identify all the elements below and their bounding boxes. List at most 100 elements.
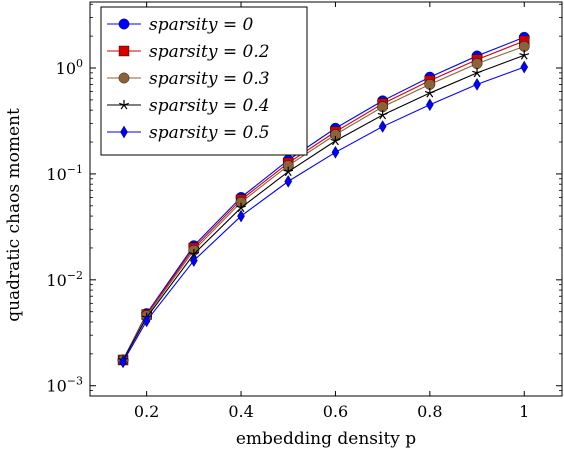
star-arm bbox=[120, 104, 125, 110]
legend-entry: sparsity = 0.3 bbox=[107, 69, 270, 89]
star-arm bbox=[287, 171, 292, 177]
y-tick-base: 10 bbox=[46, 165, 66, 184]
series-line bbox=[122, 45, 525, 361]
y-tick-label: 10−2 bbox=[46, 269, 83, 290]
legend-marker bbox=[120, 125, 128, 139]
data-point bbox=[190, 254, 198, 267]
star-arm bbox=[236, 205, 242, 209]
data-point bbox=[472, 67, 482, 78]
star-arm bbox=[476, 70, 482, 74]
plot-frame bbox=[89, 1, 563, 397]
y-tick-label: 10−3 bbox=[46, 375, 83, 396]
star-arm bbox=[472, 70, 478, 74]
star-arm bbox=[123, 102, 129, 106]
data-point bbox=[377, 109, 388, 120]
x-tick-label: 0.8 bbox=[417, 402, 442, 421]
star-arm bbox=[237, 207, 242, 213]
data-point bbox=[119, 355, 127, 369]
series-line bbox=[122, 54, 525, 361]
star-arm bbox=[123, 104, 128, 110]
data-point bbox=[284, 175, 293, 188]
star-arm bbox=[188, 251, 195, 255]
y-tick-exponent: −1 bbox=[67, 163, 83, 176]
star-arm bbox=[523, 54, 528, 60]
star-arm bbox=[193, 253, 198, 259]
plot-area bbox=[117, 31, 530, 369]
x-axis-label: embedding density p bbox=[236, 429, 416, 449]
y-tick-exponent: −2 bbox=[67, 269, 83, 282]
star-arm bbox=[473, 72, 478, 78]
data-point bbox=[236, 202, 246, 213]
star-arm bbox=[382, 112, 388, 116]
series-line bbox=[122, 36, 525, 361]
legend-entry: sparsity = 0.5 bbox=[107, 123, 270, 143]
star-arm bbox=[330, 138, 336, 142]
star-arm bbox=[284, 171, 289, 177]
y-axis-label: quadratic chaos moment bbox=[4, 108, 24, 322]
y-tick-base: 10 bbox=[56, 59, 76, 78]
legend-marker bbox=[118, 72, 130, 84]
axes bbox=[89, 1, 563, 397]
data-point bbox=[471, 58, 483, 70]
series-3 bbox=[118, 50, 530, 365]
x-tick-label: 0.6 bbox=[323, 402, 348, 421]
star-arm bbox=[334, 140, 339, 146]
data-point bbox=[237, 209, 245, 223]
star-arm bbox=[426, 92, 431, 98]
star-arm bbox=[332, 140, 336, 146]
legend-entry: sparsity = 0.2 bbox=[107, 42, 270, 62]
legend-marker bbox=[119, 100, 129, 110]
series-line bbox=[122, 40, 525, 361]
star-arm bbox=[476, 72, 481, 78]
star-arm bbox=[240, 207, 245, 213]
data-point bbox=[518, 40, 530, 52]
data-point bbox=[473, 78, 481, 91]
y-tick-base: 10 bbox=[46, 271, 66, 290]
data-point bbox=[142, 314, 151, 328]
legend-label: sparsity = 0.4 bbox=[149, 96, 270, 116]
y-tick-exponent: 0 bbox=[76, 57, 83, 70]
star-arm bbox=[240, 205, 246, 209]
data-point bbox=[520, 60, 529, 74]
data-point bbox=[331, 145, 340, 159]
y-tick-exponent: −3 bbox=[67, 375, 83, 388]
y-tick-base: 10 bbox=[46, 377, 66, 396]
x-tick-label: 0.4 bbox=[228, 402, 253, 421]
legend-label: sparsity = 0.5 bbox=[149, 123, 270, 143]
legend-entry: sparsity = 0 bbox=[107, 15, 254, 35]
legend: sparsity = 0 sparsity = 0.2 sparsity = 0.3… bbox=[100, 6, 308, 156]
series-4 bbox=[119, 60, 529, 369]
star-arm bbox=[379, 114, 384, 120]
x-tick-label: 1 bbox=[519, 402, 529, 421]
data-point bbox=[378, 120, 387, 133]
data-point bbox=[330, 135, 341, 146]
star-arm bbox=[429, 90, 435, 94]
star-arm bbox=[288, 169, 294, 173]
star-arm bbox=[283, 169, 289, 173]
star-arm bbox=[382, 114, 387, 120]
series-2 bbox=[117, 40, 530, 366]
star-arm bbox=[377, 112, 383, 116]
star-arm bbox=[119, 102, 125, 106]
data-point bbox=[424, 79, 436, 90]
legend-marker bbox=[118, 45, 130, 57]
y-tick-label: 100 bbox=[56, 57, 83, 78]
x-tick-label: 0.2 bbox=[134, 402, 159, 421]
data-point bbox=[519, 50, 530, 60]
data-point bbox=[424, 88, 435, 98]
star-arm bbox=[193, 251, 199, 255]
star-arm bbox=[520, 54, 525, 60]
data-point bbox=[426, 98, 434, 112]
star-arm bbox=[190, 253, 195, 259]
y-tick-label: 10−1 bbox=[46, 163, 83, 184]
star-arm bbox=[424, 90, 431, 94]
star-arm bbox=[429, 92, 434, 98]
data-point bbox=[188, 249, 199, 259]
legend-marker bbox=[118, 18, 130, 30]
series-line bbox=[122, 66, 525, 363]
star-arm bbox=[524, 53, 530, 56]
legend-entry: sparsity = 0.4 bbox=[107, 96, 270, 116]
star-arm bbox=[519, 53, 525, 56]
